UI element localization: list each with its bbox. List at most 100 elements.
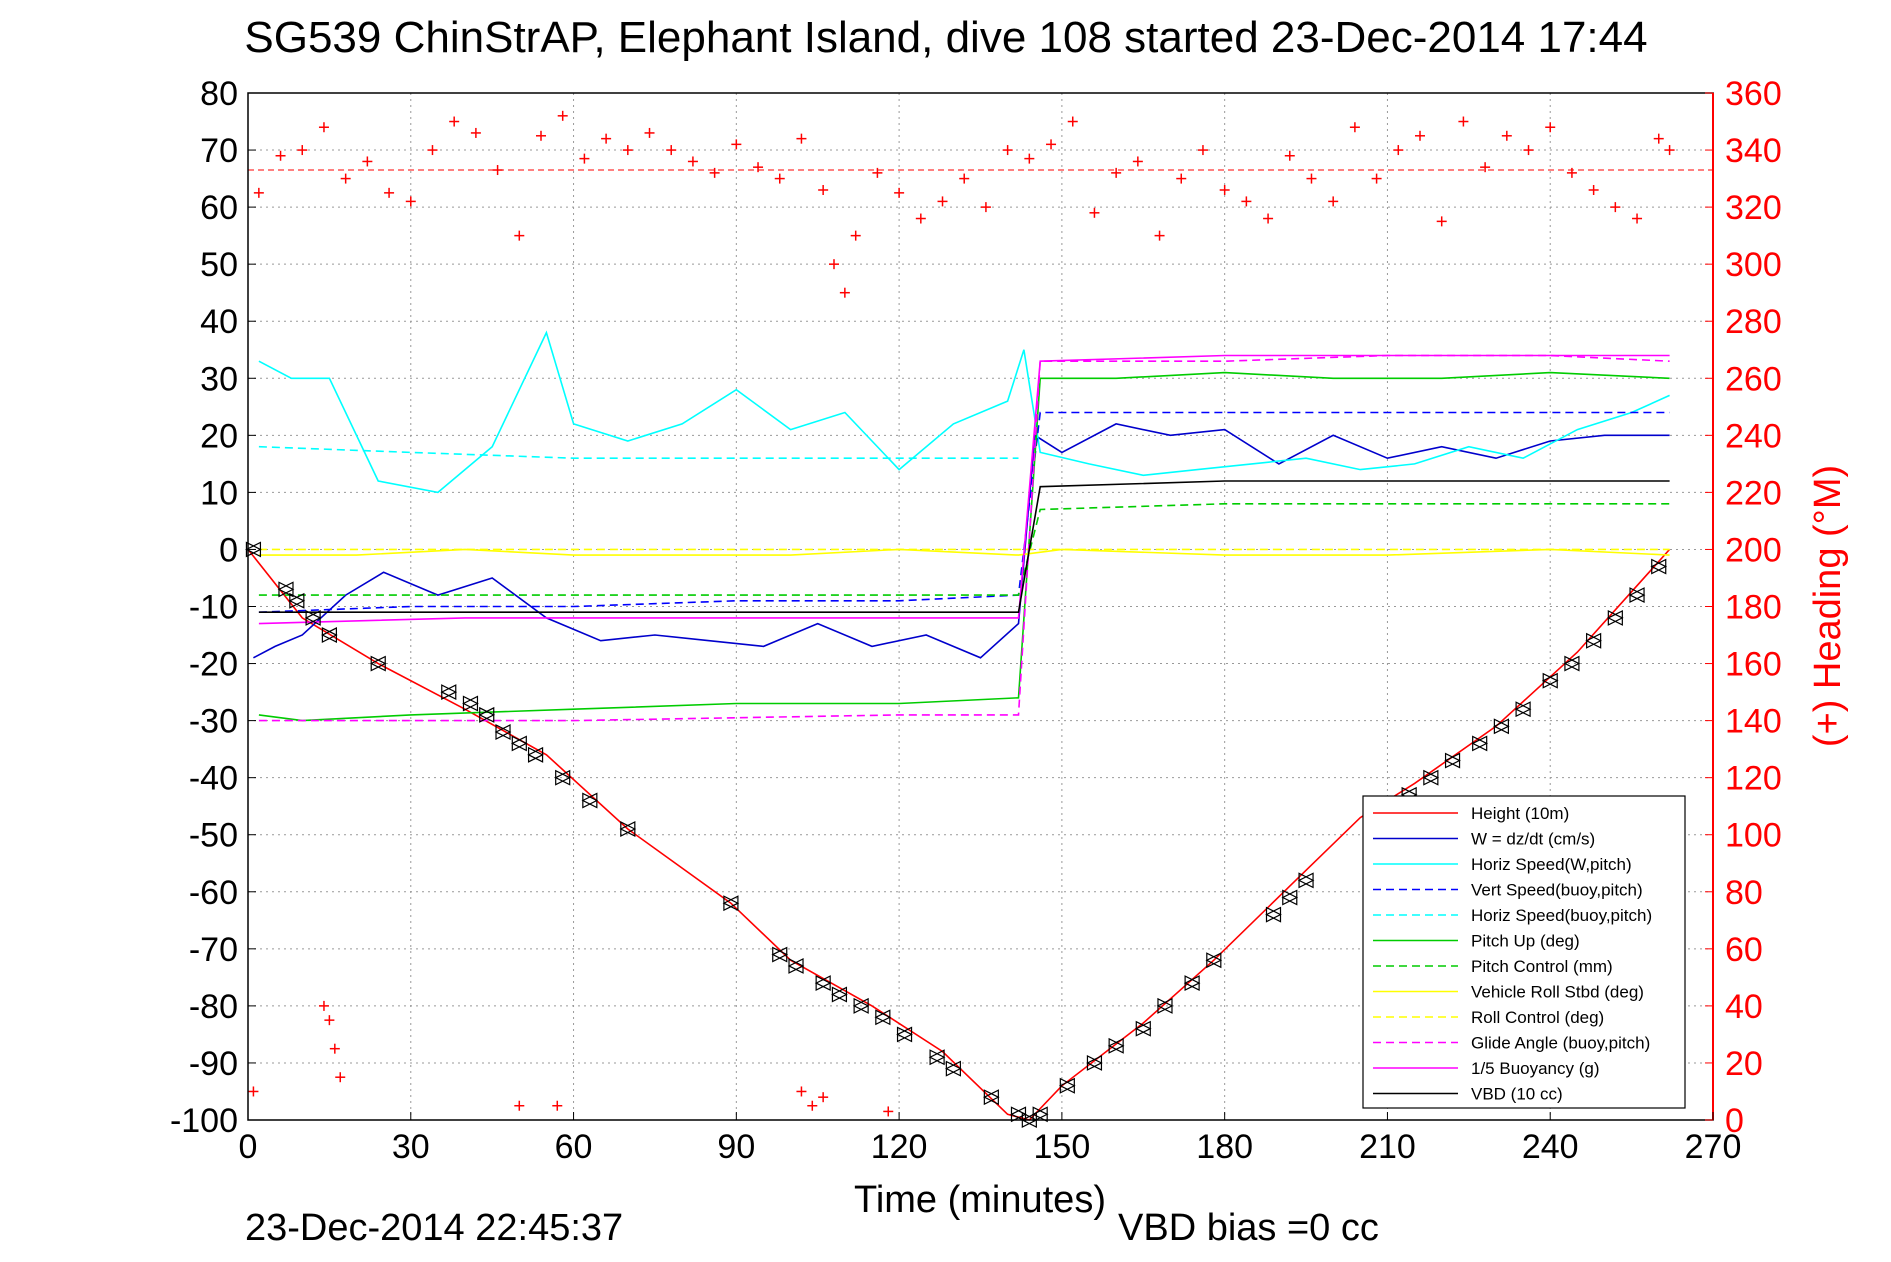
y-ticks-right: 0 20 40 60 80 100 120 140 160 180 200 220 240 260 280 3…	[1705, 75, 1782, 1140]
heading-point-low	[796, 1086, 807, 1097]
y-tick-label: -80	[189, 988, 238, 1026]
heading-point	[1371, 173, 1382, 184]
y-tick-label: -70	[189, 931, 238, 969]
heading-point	[1132, 156, 1143, 167]
triangle-marker	[369, 655, 387, 672]
legend-entry-5: Pitch Up (deg)	[1471, 932, 1580, 951]
heading-point	[1002, 145, 1013, 156]
heading-point	[1306, 173, 1317, 184]
y2-tick-label: 20	[1725, 1045, 1763, 1083]
heading-point	[1545, 122, 1556, 133]
series-line-0	[247, 548, 1671, 1121]
heading-point	[1653, 133, 1664, 144]
triangle-marker	[440, 684, 458, 701]
y-tick-label: -20	[189, 646, 238, 684]
heading-point	[449, 116, 460, 127]
heading-point	[470, 127, 481, 138]
triangle-marker	[1156, 997, 1174, 1014]
x-tick-label: 30	[392, 1128, 430, 1166]
heading-point	[850, 230, 861, 241]
triangle-marker	[983, 1089, 1000, 1106]
triangle-marker	[874, 1009, 892, 1026]
heading-point-low	[883, 1106, 894, 1117]
triangle-marker	[1297, 872, 1315, 889]
series-line-1	[253, 423, 1670, 659]
y-tick-label: 40	[200, 303, 238, 341]
y2-tick-label: 280	[1725, 303, 1782, 341]
triangle-marker	[1444, 752, 1461, 769]
heading-markers	[248, 110, 1713, 1117]
triangle-marker	[945, 1060, 962, 1077]
series-line-10	[258, 354, 1670, 625]
heading-point	[362, 156, 373, 167]
y2-tick-label: 240	[1725, 417, 1782, 455]
heading-point	[1501, 130, 1512, 141]
y2-tick-label: 260	[1725, 360, 1782, 398]
y2-tick-label: 180	[1725, 589, 1782, 627]
heading-point	[622, 145, 633, 156]
y-axis-right-label: (+) Heading (°M)	[1807, 465, 1849, 747]
legend-entry-11: VBD (10 cc)	[1471, 1085, 1563, 1104]
triangle-marker	[814, 975, 832, 992]
heading-point	[1154, 230, 1165, 241]
legend-entry-9: Glide Angle (buoy,pitch)	[1471, 1034, 1650, 1053]
heading-point	[1664, 145, 1675, 156]
heading-point	[427, 145, 438, 156]
heading-point	[687, 156, 698, 167]
triangle-marker	[1606, 609, 1624, 626]
x-tick-label: 210	[1359, 1128, 1416, 1166]
heading-point	[1089, 207, 1100, 218]
y-tick-label: -60	[189, 874, 238, 912]
heading-point	[275, 150, 286, 161]
y-tick-label: -90	[189, 1045, 238, 1083]
heading-point	[1436, 216, 1447, 227]
triangle-marker	[277, 581, 295, 598]
triangle-marker	[1563, 655, 1581, 672]
legend-box	[1362, 795, 1686, 1109]
triangle-marker	[722, 895, 740, 912]
legend-entry-1: W = dz/dt (cm/s)	[1471, 830, 1595, 849]
heading-point	[1349, 122, 1360, 133]
heading-point-low	[514, 1100, 525, 1111]
heading-point-low	[324, 1015, 335, 1026]
heading-point-low	[318, 1000, 329, 1011]
triangle-marker	[304, 609, 322, 626]
heading-point	[1632, 213, 1643, 224]
y2-tick-label: 320	[1725, 189, 1782, 227]
series-line-6	[258, 502, 1670, 596]
y2-tick-label: 80	[1725, 874, 1763, 912]
legend-entry-6: Pitch Control (mm)	[1471, 957, 1613, 976]
heading-point	[1566, 167, 1577, 178]
heading-point	[1328, 196, 1339, 207]
triangle-marker	[527, 746, 544, 763]
triangle-marker	[581, 792, 599, 809]
triangle-marker	[1585, 632, 1602, 649]
heading-point-low	[329, 1043, 340, 1054]
y-tick-label: 20	[200, 417, 238, 455]
y2-tick-label: 360	[1725, 75, 1782, 113]
y2-tick-label: 220	[1725, 474, 1782, 512]
triangle-marker	[494, 724, 512, 740]
y2-tick-label: 100	[1725, 817, 1782, 855]
heading-point	[579, 153, 590, 164]
y-tick-label: 80	[200, 75, 238, 113]
triangle-markers	[245, 541, 1668, 1128]
triangle-marker	[619, 821, 637, 837]
heading-point-low	[807, 1100, 818, 1111]
y2-tick-label: 200	[1725, 531, 1782, 569]
y-tick-label: -40	[189, 760, 238, 798]
heading-point	[937, 196, 948, 207]
legend-entry-4: Horiz Speed(buoy,pitch)	[1471, 906, 1652, 925]
heading-point	[644, 127, 655, 138]
triangle-marker	[245, 541, 262, 558]
triangle-marker	[852, 997, 870, 1014]
y-tick-label: 30	[200, 360, 238, 398]
y2-tick-label: 120	[1725, 760, 1782, 798]
heading-point	[1176, 173, 1187, 184]
series-lines	[247, 330, 1671, 1121]
triangle-marker	[321, 627, 338, 643]
heading-point	[1263, 213, 1274, 224]
x-tick-label: 90	[717, 1128, 755, 1166]
heading-point	[340, 173, 351, 184]
heading-point	[829, 259, 839, 270]
